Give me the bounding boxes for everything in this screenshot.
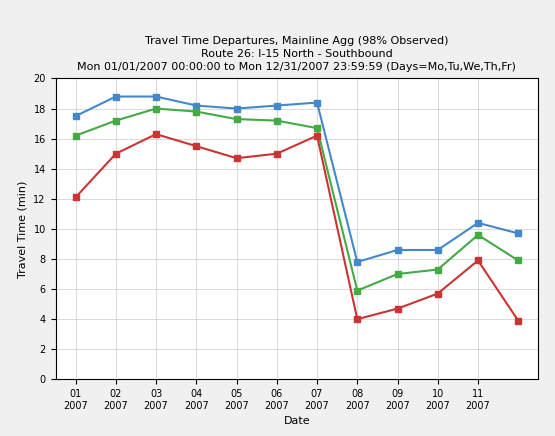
Y-axis label: Travel Time (min): Travel Time (min) (18, 180, 28, 278)
X-axis label: Date: Date (284, 416, 310, 426)
Title: Travel Time Departures, Mainline Agg (98% Observed)
Route 26: I-15 North - South: Travel Time Departures, Mainline Agg (98… (78, 36, 516, 72)
